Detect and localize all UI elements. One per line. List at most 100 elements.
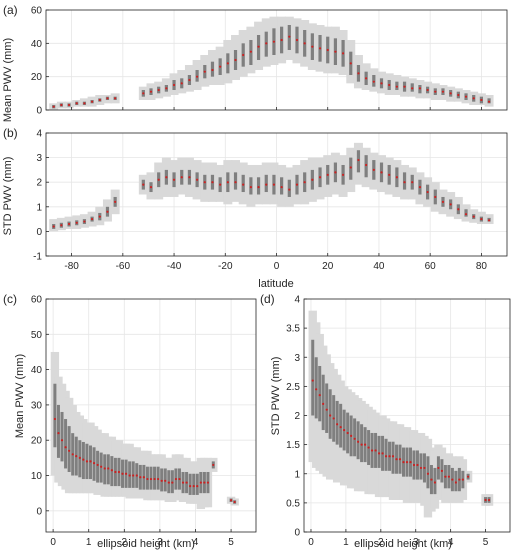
center-marker [311, 45, 314, 48]
center-marker [381, 452, 384, 455]
center-marker [325, 408, 328, 411]
center-marker [395, 85, 398, 88]
center-marker [365, 163, 368, 167]
center-marker [68, 449, 71, 452]
y-tick-label: 0 [36, 506, 42, 517]
center-marker [100, 465, 103, 468]
box-bar [318, 365, 322, 422]
center-marker [164, 479, 167, 482]
center-marker [203, 481, 206, 484]
center-marker [60, 103, 63, 107]
center-marker [153, 477, 156, 481]
panel-b-letter: (b) [3, 126, 18, 140]
center-marker [364, 443, 367, 446]
center-marker [78, 456, 81, 459]
center-marker [353, 437, 356, 440]
x-tick-label: 0 [308, 537, 314, 548]
center-marker [480, 98, 483, 102]
x-tick-label: 3 [413, 537, 419, 548]
center-marker [242, 183, 245, 186]
center-marker [487, 219, 491, 222]
center-marker [75, 221, 78, 224]
y-tick-label: 0 [294, 528, 300, 539]
box-bar [311, 339, 315, 416]
box-bar [321, 374, 325, 431]
box-bar [384, 438, 388, 471]
center-marker [437, 466, 440, 470]
center-marker [332, 417, 335, 420]
box-bar [192, 473, 196, 495]
center-marker [60, 224, 63, 227]
box-bar [96, 450, 100, 483]
x-tick-label: 1 [86, 537, 92, 548]
y-tick-label: 40 [31, 39, 43, 50]
center-marker [402, 461, 405, 464]
center-marker [341, 173, 345, 176]
center-marker [430, 478, 433, 481]
box-bar [349, 157, 353, 180]
center-marker [315, 388, 318, 391]
box-bar [64, 419, 68, 469]
panel-a-letter: (a) [3, 3, 18, 17]
center-marker [374, 449, 377, 452]
panel-c-xlabel: ellipsoid height (km) [97, 538, 195, 550]
center-marker [249, 50, 252, 53]
center-marker [318, 176, 322, 179]
x-tick-label: 5 [228, 537, 234, 548]
center-marker [391, 455, 395, 458]
center-marker [265, 183, 268, 186]
center-marker [370, 449, 374, 452]
y-tick-label: 0.5 [286, 498, 300, 509]
center-marker [357, 72, 360, 75]
panel-d: (d) STD PWV (mm) ellipsoid height (km) 0… [260, 292, 511, 550]
center-marker [172, 83, 176, 87]
y-tick-label: 30 [31, 400, 43, 411]
center-marker [440, 469, 444, 472]
y-tick-label: 4 [36, 129, 42, 140]
y-tick-label: 20 [31, 436, 43, 447]
center-marker [451, 478, 454, 481]
panel-d-ylabel: STD PWV (mm) [270, 357, 282, 436]
panel-d-letter: (d) [260, 292, 275, 306]
x-tick-label: 1 [343, 537, 349, 548]
box-bar [188, 473, 192, 495]
x-tick-label: -20 [218, 261, 233, 272]
center-marker [457, 93, 460, 97]
center-marker [219, 65, 222, 68]
center-marker [467, 475, 470, 478]
center-marker [196, 485, 199, 488]
center-marker [91, 218, 94, 221]
center-marker [174, 477, 178, 481]
center-marker [91, 100, 94, 103]
panel-c-plot: 0 10 20 30 40 50 60 0 1 2 3 4 5 [31, 295, 257, 548]
center-marker [426, 190, 429, 194]
y-tick-label: 50 [31, 330, 43, 341]
center-marker [149, 477, 153, 481]
center-marker [457, 208, 460, 211]
center-marker [464, 213, 468, 216]
center-marker [206, 481, 210, 484]
box-bar [356, 421, 360, 460]
center-marker [388, 83, 391, 87]
box-bar [249, 177, 253, 195]
center-marker [114, 200, 117, 203]
center-marker [403, 181, 406, 184]
center-marker [128, 474, 131, 477]
panel-c-ylabel: Mean PWV (mm) [14, 354, 26, 438]
center-marker [416, 463, 419, 467]
center-marker [234, 58, 237, 62]
center-marker [322, 402, 325, 405]
center-marker [303, 42, 306, 45]
center-marker [444, 475, 447, 478]
center-marker [426, 88, 429, 92]
center-marker [211, 181, 214, 184]
center-marker [295, 38, 299, 42]
center-marker [180, 82, 183, 85]
center-marker [334, 50, 337, 53]
box-bar [287, 179, 291, 197]
center-marker [454, 481, 457, 484]
center-marker [89, 460, 92, 463]
center-marker [265, 42, 268, 45]
center-marker [165, 87, 168, 90]
center-marker [98, 98, 101, 102]
